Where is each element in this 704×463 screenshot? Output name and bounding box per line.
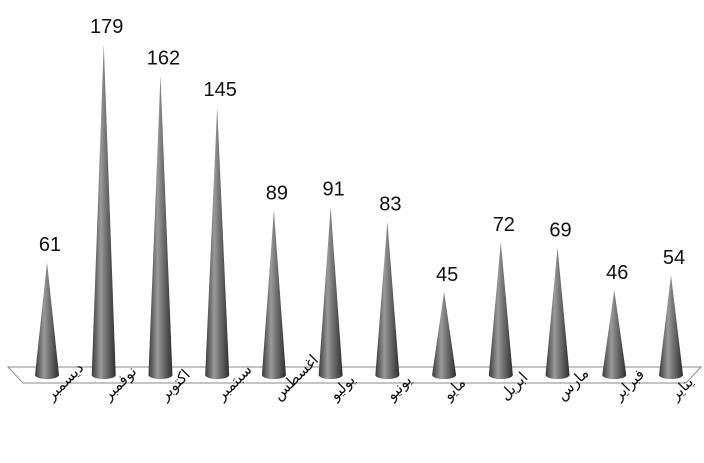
data-label: 72: [493, 214, 515, 236]
data-label: 145: [203, 79, 236, 101]
bars-layer: [35, 44, 683, 379]
data-label: 179: [90, 16, 123, 38]
data-label: 162: [147, 47, 180, 69]
cone-bar: [148, 75, 173, 379]
cone-bar: [375, 221, 400, 379]
cone-bar: [261, 210, 286, 379]
cone-bar: [659, 275, 683, 379]
data-label: 83: [379, 194, 401, 216]
data-label: 89: [266, 182, 288, 204]
cone-bar: [545, 247, 570, 379]
data-label: 46: [606, 262, 628, 284]
cone-bar: [91, 44, 116, 379]
chart-floor: [6, 366, 703, 384]
data-label: 54: [663, 247, 685, 269]
data-labels-layer: 61 179 162 145 89 91 83 45 72 69 46 54: [39, 16, 685, 286]
cone-bar: [432, 291, 457, 379]
data-label: 61: [39, 234, 61, 256]
data-label: 45: [436, 264, 458, 286]
cone-bar: [35, 262, 59, 379]
cone-bar: [205, 106, 230, 379]
data-label: 91: [323, 179, 345, 201]
cone-bar: [488, 241, 513, 379]
data-label: 69: [549, 219, 571, 241]
cone-bar: [602, 289, 627, 379]
cone-bar: [318, 206, 343, 379]
